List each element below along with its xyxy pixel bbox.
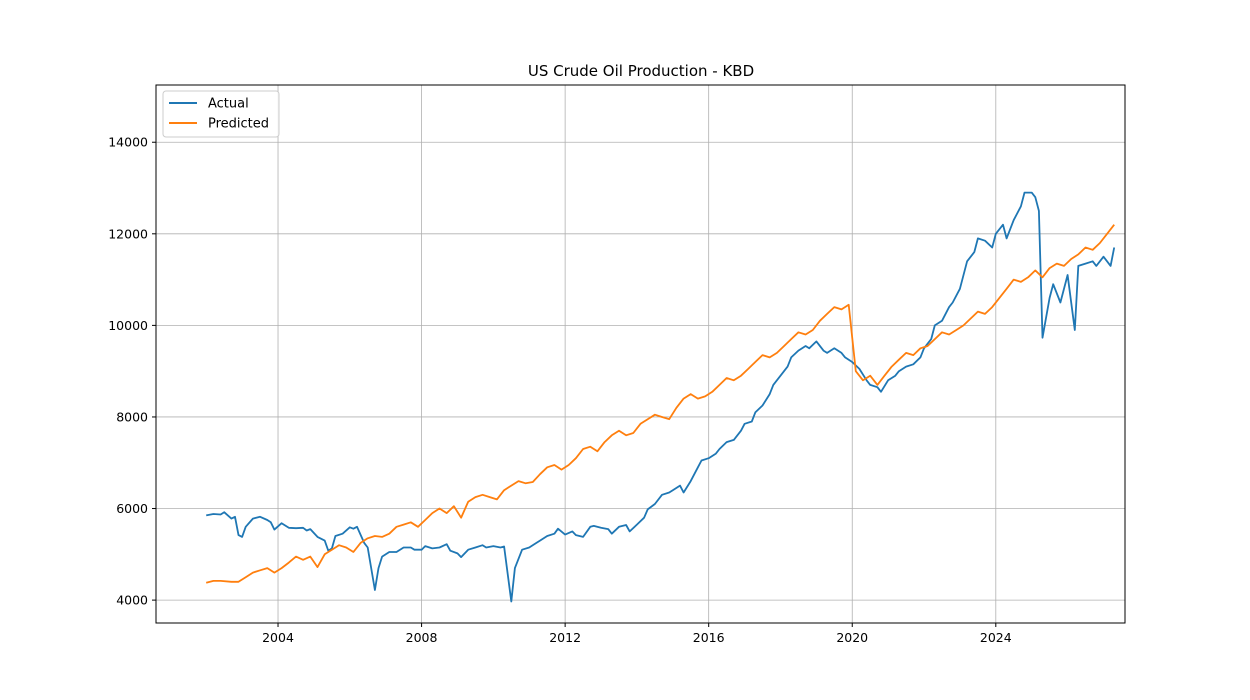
series-line-actual [206,191,1116,603]
y-tick-label: 6000 [116,501,148,516]
x-tick-label: 2012 [549,630,581,645]
y-tick-label: 4000 [116,593,148,608]
y-tick-label: 12000 [108,226,148,241]
x-tick-label: 2024 [980,630,1012,645]
series-line-predicted [205,224,1115,584]
series-lines [205,191,1116,603]
x-tick-label: 2020 [836,630,868,645]
plot-frame [155,84,1126,624]
x-tick-label: 2016 [693,630,725,645]
legend: Actual Predicted [162,90,280,138]
legend-label-predicted: Predicted [208,117,269,132]
axis-ticks: 2004 2008 2012 2016 2020 2024 4000 6000 8000 1000… [108,135,1012,645]
x-tick-label: 2008 [406,630,438,645]
x-tick-label: 2004 [262,630,294,645]
y-tick-label: 10000 [108,318,148,333]
chart-title: US Crude Oil Production - KBD [528,62,754,80]
y-tick-label: 8000 [116,409,148,424]
legend-label-actual: Actual [208,97,249,112]
y-tick-label: 14000 [108,135,148,150]
